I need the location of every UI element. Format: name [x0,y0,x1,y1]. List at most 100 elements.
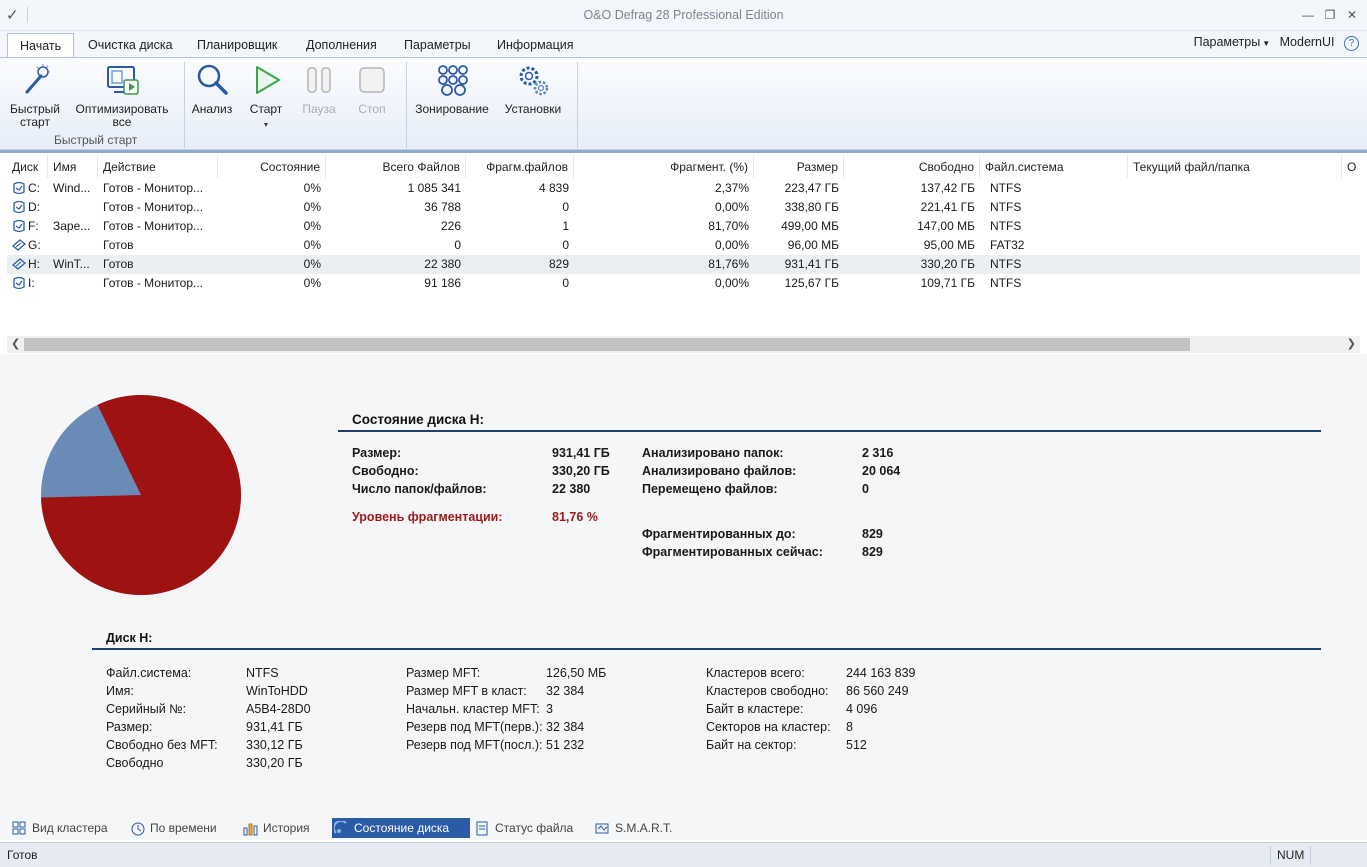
tab-cluster-view[interactable]: Вид кластера [10,818,110,838]
info-value: 51 232 [546,738,585,752]
modernui-button[interactable]: ModernUI [1279,35,1335,49]
column-free[interactable]: Свободно [844,156,980,178]
settings-button[interactable]: Установки [502,62,564,116]
cell-free: 147,00 МБ [917,219,975,233]
scroll-left-icon[interactable]: ❮ [11,338,21,350]
column-action[interactable]: Действие [98,156,218,178]
info-label: Кластеров свободно: [706,684,829,698]
free-label: Свободно: [352,464,419,478]
info-label: Байт в кластере: [706,702,804,716]
cell-name [48,198,98,217]
cell-size: 125,67 ГБ [784,276,839,290]
cell-action: Готов - Монитор... [103,219,204,233]
info-label: Размер MFT в класт: [406,684,527,698]
cell-state: 0% [303,219,321,233]
cell-state: 0% [303,276,321,290]
cell-frag: 0 [562,276,569,290]
cell-state: 0% [303,257,321,271]
cell-frag-percent: 0,00% [714,238,749,252]
info-value: 3 [546,702,553,716]
table-row-selected[interactable]: H: WinT... Готов 0% 22 380 829 81,76% 93… [7,255,1360,274]
column-name[interactable]: Имя [48,156,98,178]
quick-start-label: Быстрый старт [10,102,60,129]
restore-icon[interactable]: ❐ [1324,8,1336,22]
info-label: Размер: [106,720,153,734]
column-frag-files[interactable]: Фрагм.файлов [466,156,574,178]
disk-cell: D: [7,198,48,217]
stop-icon [359,67,385,93]
column-frag-percent[interactable]: Фрагмент. (%) [574,156,754,178]
table-row[interactable]: I: Готов - Монитор... 0% 91 186 0 0,00% … [7,274,1360,293]
table-row[interactable]: D: Готов - Монитор... 0% 36 788 0 0,00% … [7,198,1360,217]
info-value: 32 384 [546,684,585,698]
column-size[interactable]: Размер [754,156,844,178]
close-icon[interactable]: ✕ [1346,8,1358,22]
tab-history[interactable]: История [241,818,321,838]
tab-info[interactable]: Информация [497,38,574,52]
start-dropdown-icon[interactable]: ▼ [262,122,270,129]
column-filesystem[interactable]: Файл.система [980,156,1128,178]
help-icon[interactable]: ? [1344,36,1359,51]
scroll-thumb[interactable] [24,338,1190,351]
tab-scheduler[interactable]: Планировщик [197,38,278,52]
disk-letter: G: [28,238,41,252]
smart-icon [595,823,609,834]
tab-smart[interactable]: S.M.A.R.T. [593,818,683,838]
column-state[interactable]: Состояние [218,156,326,178]
info-label: Размер MFT: [406,666,481,680]
analysis-button[interactable]: Анализ [190,62,234,116]
quick-start-button[interactable]: Быстрый старт [6,62,64,129]
tab-disk-cleanup[interactable]: Очистка диска [88,38,173,52]
disk-state-title: Состояние диска H: [352,412,485,427]
cell-fs: NTFS [990,219,1022,233]
status-text: Готов [7,848,38,862]
tab-label: Состояние диска [354,821,450,835]
app-icon[interactable]: ✓ [6,7,19,24]
disk-cell: H: [7,255,48,274]
info-value: 32 384 [546,720,585,734]
zoning-button[interactable]: Зонирование [414,62,490,116]
pause-icon [307,67,331,93]
info-label: Резерв под MFT(перв.): [406,720,543,734]
clock-icon [131,822,145,836]
cell-frag: 829 [548,257,569,271]
tab-by-time[interactable]: По времени [128,818,228,838]
monitor-icon [107,66,139,95]
info-label: Свободно [106,756,164,770]
table-row[interactable]: F: Заре... Готов - Монитор... 0% 226 1 8… [7,217,1360,236]
tab-settings[interactable]: Параметры [404,38,471,52]
settings-label: Установки [504,102,562,116]
start-button[interactable]: Старт ▼ [246,62,286,132]
cell-free: 137,42 ГБ [920,181,975,195]
frag-before-label: Фрагментированных до: [642,527,796,541]
cell-frag: 0 [562,238,569,252]
title-bar: ✓ O&O Defrag 28 Professional Edition — ❐… [0,0,1367,31]
params-menu[interactable]: Параметры [1193,35,1261,49]
horizontal-scrollbar[interactable]: ❮ ❯ [7,336,1360,353]
params-dropdown-icon[interactable]: ▼ [1262,39,1271,48]
tab-extras[interactable]: Дополнения [306,38,377,52]
window-title: O&O Defrag 28 Professional Edition [583,8,784,22]
column-more[interactable]: О [1347,160,1357,174]
disk-state-icon [334,821,347,834]
minimize-icon[interactable]: — [1302,8,1314,22]
tab-disk-state[interactable]: Состояние диска [332,818,470,838]
tab-start[interactable]: Начать [7,33,75,59]
column-disk[interactable]: Диск [7,156,48,178]
cell-free: 95,00 МБ [923,238,975,252]
column-total-files[interactable]: Всего Файлов [326,156,466,178]
cell-state: 0% [303,200,321,214]
tab-file-status[interactable]: Статус файла [473,818,583,838]
cell-size: 223,47 ГБ [784,181,839,195]
cell-frag: 1 [562,219,569,233]
folders-label: Анализировано папок: [642,446,784,460]
optimize-all-button[interactable]: Оптимизировать все [72,62,172,129]
column-current-file[interactable]: Текущий файл/папка [1128,156,1342,178]
table-row[interactable]: G: Готов 0% 0 0 0,00% 96,00 МБ 95,00 МБ … [7,236,1360,255]
count-label: Число папок/файлов: [352,482,487,496]
tabs-right: Параметры ▼ ModernUI ? [1188,35,1359,51]
optimize-all-label: Оптимизировать все [75,102,169,129]
magnifier-icon [197,64,228,95]
table-row[interactable]: C: Wind... Готов - Монитор... 0% 1 085 3… [7,179,1360,198]
scroll-right-icon[interactable]: ❯ [1346,338,1356,350]
